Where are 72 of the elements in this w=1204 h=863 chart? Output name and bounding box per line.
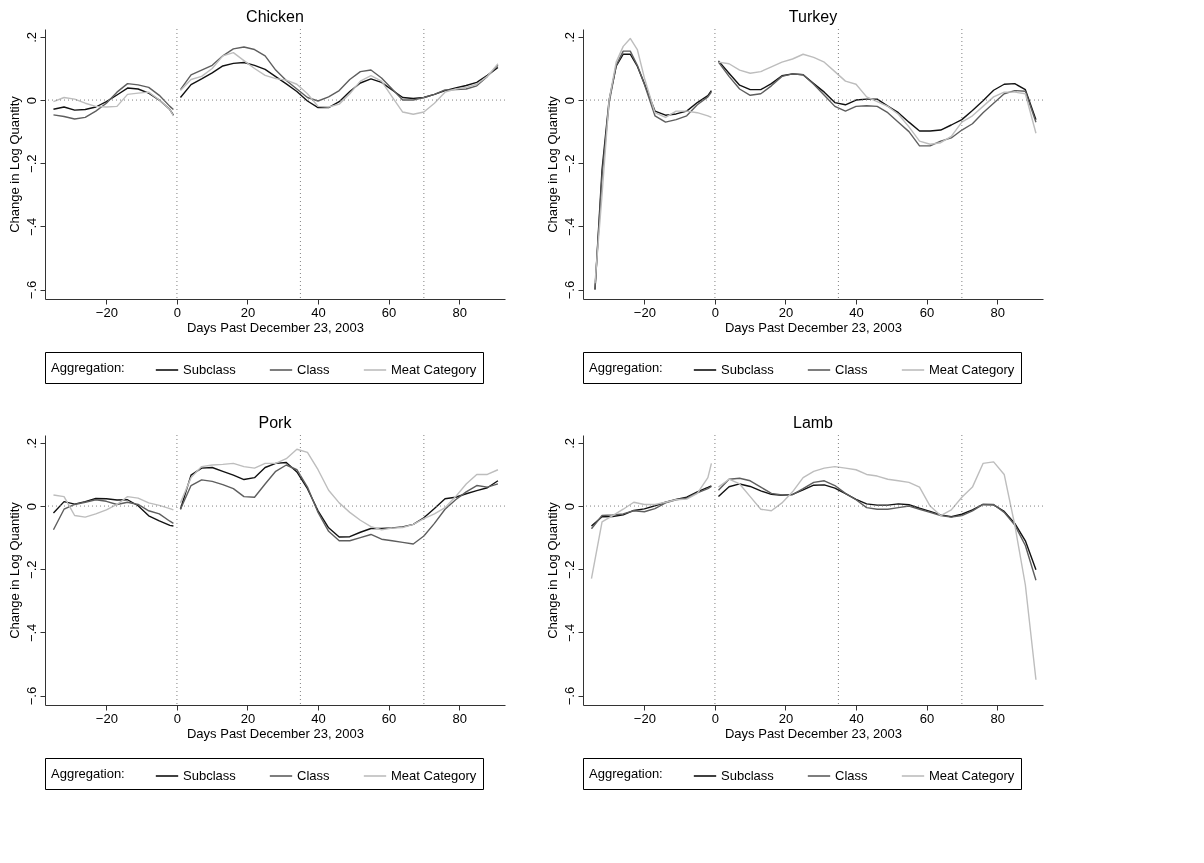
x-tick-label: 60 [919, 710, 935, 726]
legend-title: Aggregation: [51, 766, 125, 781]
x-tick-label: 80 [452, 304, 467, 320]
y-tick-label: 0 [561, 96, 577, 105]
legend-label: Meat Category [391, 362, 477, 377]
y-tick-label: −.4 [23, 623, 39, 643]
y-axis-title: Change in Log Quantity [6, 95, 22, 233]
legend-label: Class [835, 362, 869, 377]
legend-label: Subclass [183, 362, 237, 377]
y-tick-label: −.6 [561, 280, 577, 300]
x-tick-label: 40 [311, 304, 326, 320]
x-axis-title: Days Past December 23, 2003 [724, 725, 903, 741]
y-tick-label: −.4 [561, 623, 577, 643]
legend-label: Class [297, 362, 331, 377]
legend-title: Aggregation: [51, 360, 125, 375]
legend-label: Class [835, 768, 869, 783]
y-tick-label: −.4 [23, 217, 39, 237]
x-axis-title: Days Past December 23, 2003 [186, 725, 365, 741]
x-tick-label: 60 [381, 710, 397, 726]
y-tick-label: .2 [561, 31, 577, 43]
x-tick-label: 80 [990, 304, 1005, 320]
y-tick-label: 0 [23, 502, 39, 511]
x-tick-label: 80 [452, 710, 467, 726]
x-tick-label: 20 [778, 710, 794, 726]
y-tick-label: .2 [23, 31, 39, 43]
x-axis-title: Days Past December 23, 2003 [186, 319, 365, 335]
legend-label: Class [297, 768, 331, 783]
x-tick-label: 60 [919, 304, 935, 320]
chart-title: Pork [258, 413, 293, 431]
x-tick-label: 20 [240, 304, 256, 320]
y-tick-label: .2 [23, 437, 39, 449]
x-tick-label: −20 [633, 304, 656, 320]
legend-title: Aggregation: [589, 360, 663, 375]
y-tick-label: −.6 [23, 686, 39, 706]
y-tick-label: −.6 [561, 686, 577, 706]
y-tick-label: −.2 [23, 154, 39, 173]
x-tick-label: 0 [173, 710, 182, 726]
y-axis-title: Change in Log Quantity [544, 95, 560, 233]
y-tick-label: .2 [561, 437, 577, 449]
legend-title: Aggregation: [589, 766, 663, 781]
y-tick-label: −.2 [561, 154, 577, 173]
x-tick-label: 40 [311, 710, 326, 726]
y-tick-label: −.2 [561, 560, 577, 579]
x-tick-label: 0 [711, 710, 720, 726]
x-tick-label: −20 [95, 304, 118, 320]
legend-label: Subclass [721, 362, 775, 377]
legend-label: Subclass [183, 768, 237, 783]
y-axis-title: Change in Log Quantity [6, 501, 22, 639]
x-tick-label: 40 [849, 710, 864, 726]
legend-label: Meat Category [929, 768, 1015, 783]
x-tick-label: 20 [778, 304, 794, 320]
x-tick-label: 20 [240, 710, 256, 726]
y-tick-label: 0 [23, 96, 39, 105]
chart-title: Lamb [792, 413, 834, 431]
x-tick-label: 80 [990, 710, 1005, 726]
x-tick-label: 60 [381, 304, 397, 320]
legend-label: Subclass [721, 768, 775, 783]
y-tick-label: 0 [561, 502, 577, 511]
chart-title: Turkey [788, 7, 838, 25]
y-tick-label: −.4 [561, 217, 577, 237]
x-tick-label: 40 [849, 304, 864, 320]
x-tick-label: −20 [95, 710, 118, 726]
legend-label: Meat Category [391, 768, 477, 783]
x-tick-label: −20 [633, 710, 656, 726]
y-tick-label: −.6 [23, 280, 39, 300]
x-axis-title: Days Past December 23, 2003 [724, 319, 903, 335]
chart-title: Chicken [246, 7, 304, 25]
x-tick-label: 0 [173, 304, 182, 320]
y-tick-label: −.2 [23, 560, 39, 579]
legend-label: Meat Category [929, 362, 1015, 377]
x-tick-label: 0 [711, 304, 720, 320]
y-axis-title: Change in Log Quantity [544, 501, 560, 639]
